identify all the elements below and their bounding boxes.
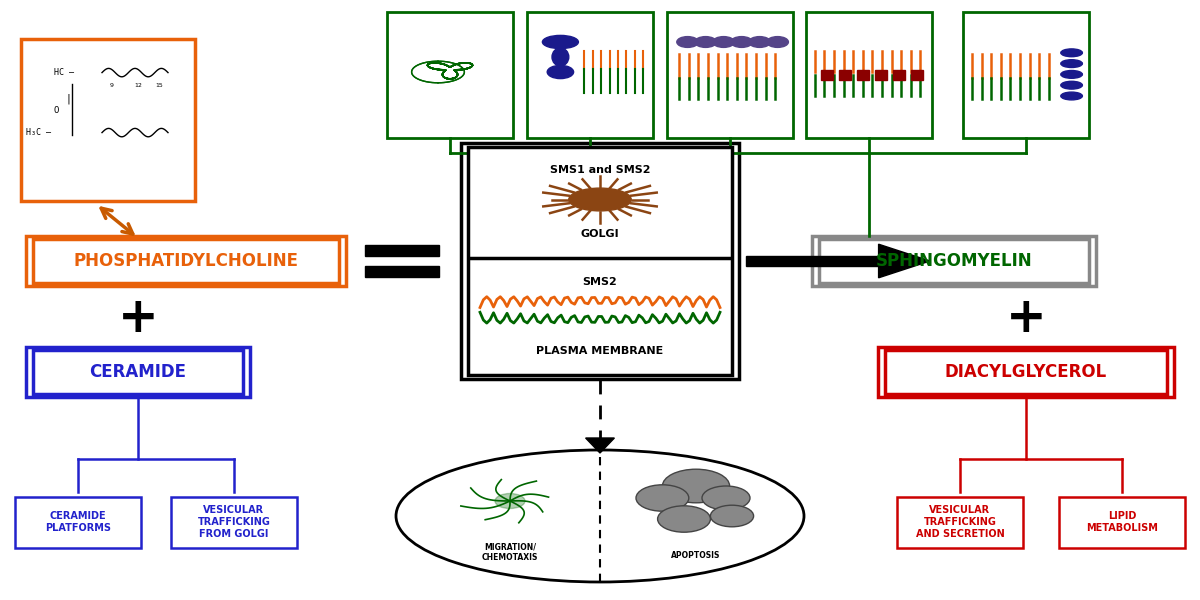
Text: H₃C —: H₃C — bbox=[26, 128, 52, 137]
FancyBboxPatch shape bbox=[886, 350, 1166, 394]
Text: VESICULAR
TRAFFICKING
AND SECRETION: VESICULAR TRAFFICKING AND SECRETION bbox=[916, 505, 1004, 539]
Circle shape bbox=[695, 37, 716, 47]
Text: GOLGI: GOLGI bbox=[581, 229, 619, 239]
FancyBboxPatch shape bbox=[964, 12, 1090, 138]
Text: CERAMIDE: CERAMIDE bbox=[90, 363, 186, 381]
Circle shape bbox=[662, 469, 730, 503]
Text: SMS1 and SMS2: SMS1 and SMS2 bbox=[550, 164, 650, 175]
Bar bbox=[365, 245, 439, 256]
Ellipse shape bbox=[496, 493, 526, 509]
FancyBboxPatch shape bbox=[461, 143, 739, 379]
FancyBboxPatch shape bbox=[811, 236, 1097, 286]
Circle shape bbox=[636, 485, 689, 511]
Ellipse shape bbox=[547, 65, 574, 79]
FancyBboxPatch shape bbox=[818, 239, 1090, 283]
Ellipse shape bbox=[1061, 92, 1082, 100]
FancyBboxPatch shape bbox=[26, 347, 251, 397]
Text: PLASMA MEMBRANE: PLASMA MEMBRANE bbox=[536, 346, 664, 356]
Ellipse shape bbox=[552, 48, 569, 66]
Text: VESICULAR
TRAFFICKING
FROM GOLGI: VESICULAR TRAFFICKING FROM GOLGI bbox=[198, 505, 270, 539]
Text: O: O bbox=[54, 106, 59, 115]
Polygon shape bbox=[586, 438, 614, 453]
Text: LIPID
METABOLISM: LIPID METABOLISM bbox=[1086, 511, 1158, 533]
Bar bbox=[746, 256, 878, 266]
Text: SMS2: SMS2 bbox=[583, 277, 617, 287]
Circle shape bbox=[767, 37, 788, 47]
FancyBboxPatch shape bbox=[806, 12, 931, 138]
Ellipse shape bbox=[569, 188, 631, 211]
Bar bbox=[911, 70, 923, 80]
Bar bbox=[857, 70, 869, 80]
Circle shape bbox=[658, 506, 710, 532]
Text: HC —: HC — bbox=[54, 68, 74, 77]
Bar bbox=[893, 70, 905, 80]
Ellipse shape bbox=[1061, 49, 1082, 56]
Circle shape bbox=[749, 37, 770, 47]
Circle shape bbox=[677, 37, 698, 47]
Bar bbox=[365, 266, 439, 277]
FancyBboxPatch shape bbox=[1060, 497, 1186, 547]
FancyBboxPatch shape bbox=[22, 39, 194, 201]
Ellipse shape bbox=[542, 35, 578, 49]
Text: PHOSPHATIDYLCHOLINE: PHOSPHATIDYLCHOLINE bbox=[73, 252, 299, 270]
Circle shape bbox=[731, 37, 752, 47]
Text: 15: 15 bbox=[156, 83, 163, 88]
Ellipse shape bbox=[1061, 60, 1082, 67]
Text: +: + bbox=[1006, 294, 1046, 342]
FancyBboxPatch shape bbox=[667, 12, 793, 138]
Ellipse shape bbox=[1061, 70, 1082, 78]
Text: 12: 12 bbox=[134, 83, 142, 88]
Ellipse shape bbox=[396, 450, 804, 582]
Circle shape bbox=[710, 505, 754, 527]
Text: MIGRATION/
CHEMOTAXIS: MIGRATION/ CHEMOTAXIS bbox=[482, 542, 538, 562]
FancyBboxPatch shape bbox=[26, 236, 347, 286]
Text: CERAMIDE
PLATFORMS: CERAMIDE PLATFORMS bbox=[46, 511, 112, 533]
FancyBboxPatch shape bbox=[528, 12, 653, 138]
Text: SPHINGOMYELIN: SPHINGOMYELIN bbox=[876, 252, 1032, 270]
Text: +: + bbox=[118, 294, 158, 342]
Text: DIACYLGLYCEROL: DIACYLGLYCEROL bbox=[944, 363, 1108, 381]
FancyBboxPatch shape bbox=[468, 147, 732, 375]
FancyBboxPatch shape bbox=[878, 347, 1175, 397]
FancyBboxPatch shape bbox=[386, 12, 514, 138]
Bar bbox=[839, 70, 851, 80]
Text: |: | bbox=[66, 94, 72, 104]
Circle shape bbox=[713, 37, 734, 47]
FancyBboxPatch shape bbox=[898, 497, 1022, 547]
Bar bbox=[821, 70, 833, 80]
FancyBboxPatch shape bbox=[172, 497, 298, 547]
Circle shape bbox=[702, 486, 750, 510]
FancyBboxPatch shape bbox=[16, 497, 142, 547]
FancyBboxPatch shape bbox=[34, 350, 244, 394]
Text: 9: 9 bbox=[109, 83, 114, 88]
Ellipse shape bbox=[1061, 82, 1082, 89]
FancyBboxPatch shape bbox=[32, 239, 338, 283]
Text: APOPTOSIS: APOPTOSIS bbox=[671, 551, 721, 559]
Bar bbox=[875, 70, 887, 80]
Polygon shape bbox=[878, 244, 930, 278]
